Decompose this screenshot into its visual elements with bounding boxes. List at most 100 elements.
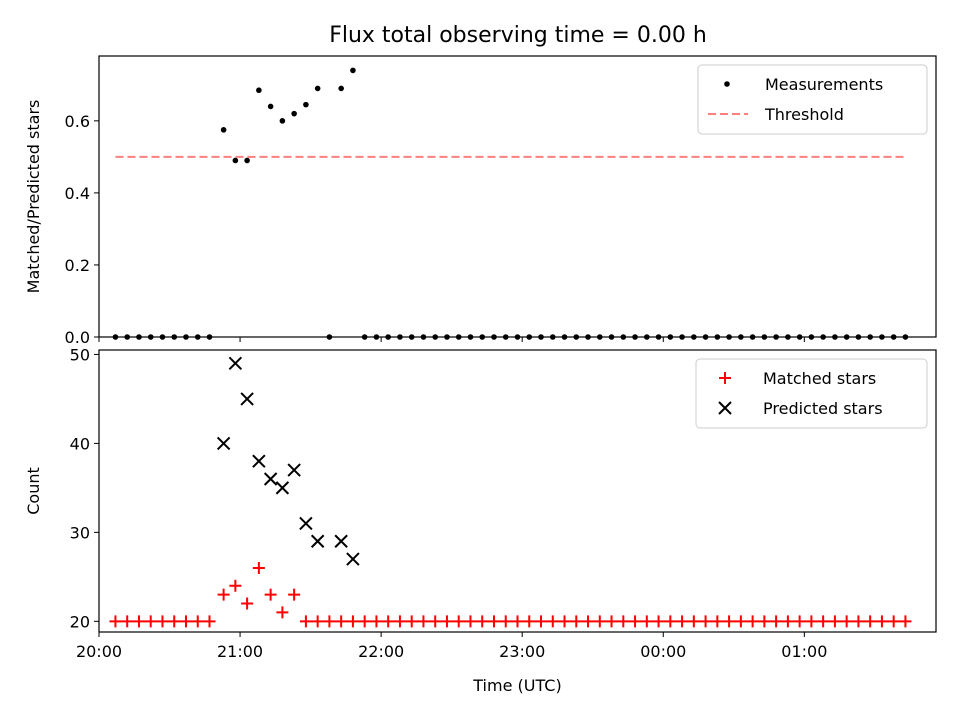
matched-star-marker: [652, 615, 665, 628]
matched-star-marker: [288, 588, 301, 601]
matched-star-marker: [276, 606, 289, 619]
matched-star-marker: [323, 615, 336, 628]
x-tick-label: 21:00: [217, 642, 263, 661]
legend-label: Matched stars: [763, 369, 876, 388]
matched-star-marker: [191, 615, 204, 628]
measurement-point: [326, 334, 333, 340]
measurement-point: [702, 334, 709, 340]
measurement-point: [467, 334, 474, 340]
measurement-point: [796, 334, 803, 340]
measurement-point: [432, 334, 439, 340]
measurement-point: [714, 334, 721, 340]
matched-star-marker: [828, 615, 841, 628]
measurement-point: [538, 334, 544, 340]
legend: Measurements Threshold: [697, 64, 928, 135]
measurement-point: [502, 334, 509, 340]
legend-label: Measurements: [765, 75, 883, 94]
matched-star-marker: [299, 615, 312, 628]
matched-star-marker: [168, 615, 181, 628]
matched-star-marker: [817, 615, 830, 628]
measurement-point: [206, 334, 213, 340]
matched-star-marker: [346, 615, 359, 628]
matched-star-marker: [393, 615, 406, 628]
measurement-point: [867, 334, 873, 340]
matched-star-marker: [840, 615, 853, 628]
matched-star-marker: [617, 615, 630, 628]
legend-matched-swatch: [719, 372, 731, 384]
matched-star-marker: [179, 615, 192, 628]
matched-star-marker: [664, 615, 677, 628]
measurement-point: [479, 334, 486, 340]
y-tick-label: 30: [70, 523, 90, 542]
legend: Matched stars Predicted stars: [695, 358, 928, 429]
y-tick-label: 0.2: [65, 256, 90, 275]
series-matched-stars: [109, 561, 912, 628]
matched-star-marker: [144, 615, 157, 628]
y-tick-label: 0.6: [65, 112, 90, 131]
measurement-point: [832, 334, 838, 340]
predicted-star-marker: [287, 463, 301, 477]
measurement-point: [749, 334, 756, 340]
y-axis-label: Matched/Predicted stars: [24, 100, 43, 294]
matched-star-marker: [156, 615, 169, 628]
matched-star-marker: [440, 615, 453, 628]
x-tick-label: 23:00: [499, 642, 545, 661]
predicted-star-marker: [275, 481, 290, 495]
measurement-point: [902, 334, 909, 340]
matched-star-marker: [523, 615, 536, 628]
matched-star-marker: [132, 615, 145, 628]
measurement-point: [679, 334, 685, 340]
measurement-point: [726, 334, 732, 340]
measurement-point: [808, 334, 815, 340]
measurement-point: [220, 127, 227, 133]
matched-star-marker: [593, 615, 606, 628]
measurement-point: [514, 334, 521, 340]
measurement-point: [855, 334, 862, 340]
series-predicted-stars: [216, 356, 360, 566]
measurement-point: [620, 334, 627, 340]
measurement-point: [361, 334, 368, 340]
matched-star-marker: [252, 561, 265, 574]
matched-star-marker: [511, 615, 524, 628]
matched-star-marker: [864, 615, 877, 628]
measurement-point: [632, 334, 638, 340]
measurement-point: [644, 334, 650, 340]
measurement-point: [773, 334, 779, 340]
y-tick-label: 50: [70, 345, 90, 364]
legend-box: [697, 64, 928, 135]
matched-star-marker: [770, 615, 783, 628]
measurement-point: [585, 334, 591, 340]
measurement-point: [194, 334, 201, 340]
legend-predicted-swatch: [718, 401, 732, 415]
measurement-point: [232, 157, 239, 164]
y-tick-label: 20: [70, 612, 90, 631]
measurement-point: [573, 334, 580, 340]
matched-star-marker: [452, 615, 465, 628]
measurement-point: [843, 334, 850, 340]
matched-star-marker: [229, 579, 242, 592]
matched-star-marker: [629, 615, 642, 628]
predicted-star-marker: [240, 392, 254, 406]
matched-star-marker: [805, 615, 818, 628]
matched-star-marker: [499, 615, 512, 628]
measurement-point: [397, 334, 403, 340]
matched-star-marker: [382, 615, 395, 628]
measurement-point: [491, 334, 497, 340]
measurement-point: [373, 334, 380, 340]
measurement-point: [303, 101, 309, 108]
y-axis-label: Count: [24, 467, 43, 515]
legend-measurement-swatch: [724, 81, 730, 87]
matched-star-marker: [640, 615, 653, 628]
measurement-point: [279, 118, 286, 124]
matched-star-marker: [311, 615, 324, 628]
matched-star-marker: [758, 615, 771, 628]
measurement-point: [549, 334, 556, 340]
measurement-point: [159, 334, 166, 340]
bottom-panel: 20:00 21:00 22:00 23:00 00:00 01:00 20 30 40 50 Co…: [24, 345, 937, 695]
measurement-point: [890, 334, 897, 340]
measurement-point: [655, 334, 662, 340]
measurement-point: [608, 334, 615, 340]
matched-star-marker: [570, 615, 583, 628]
matched-star-marker: [781, 615, 794, 628]
